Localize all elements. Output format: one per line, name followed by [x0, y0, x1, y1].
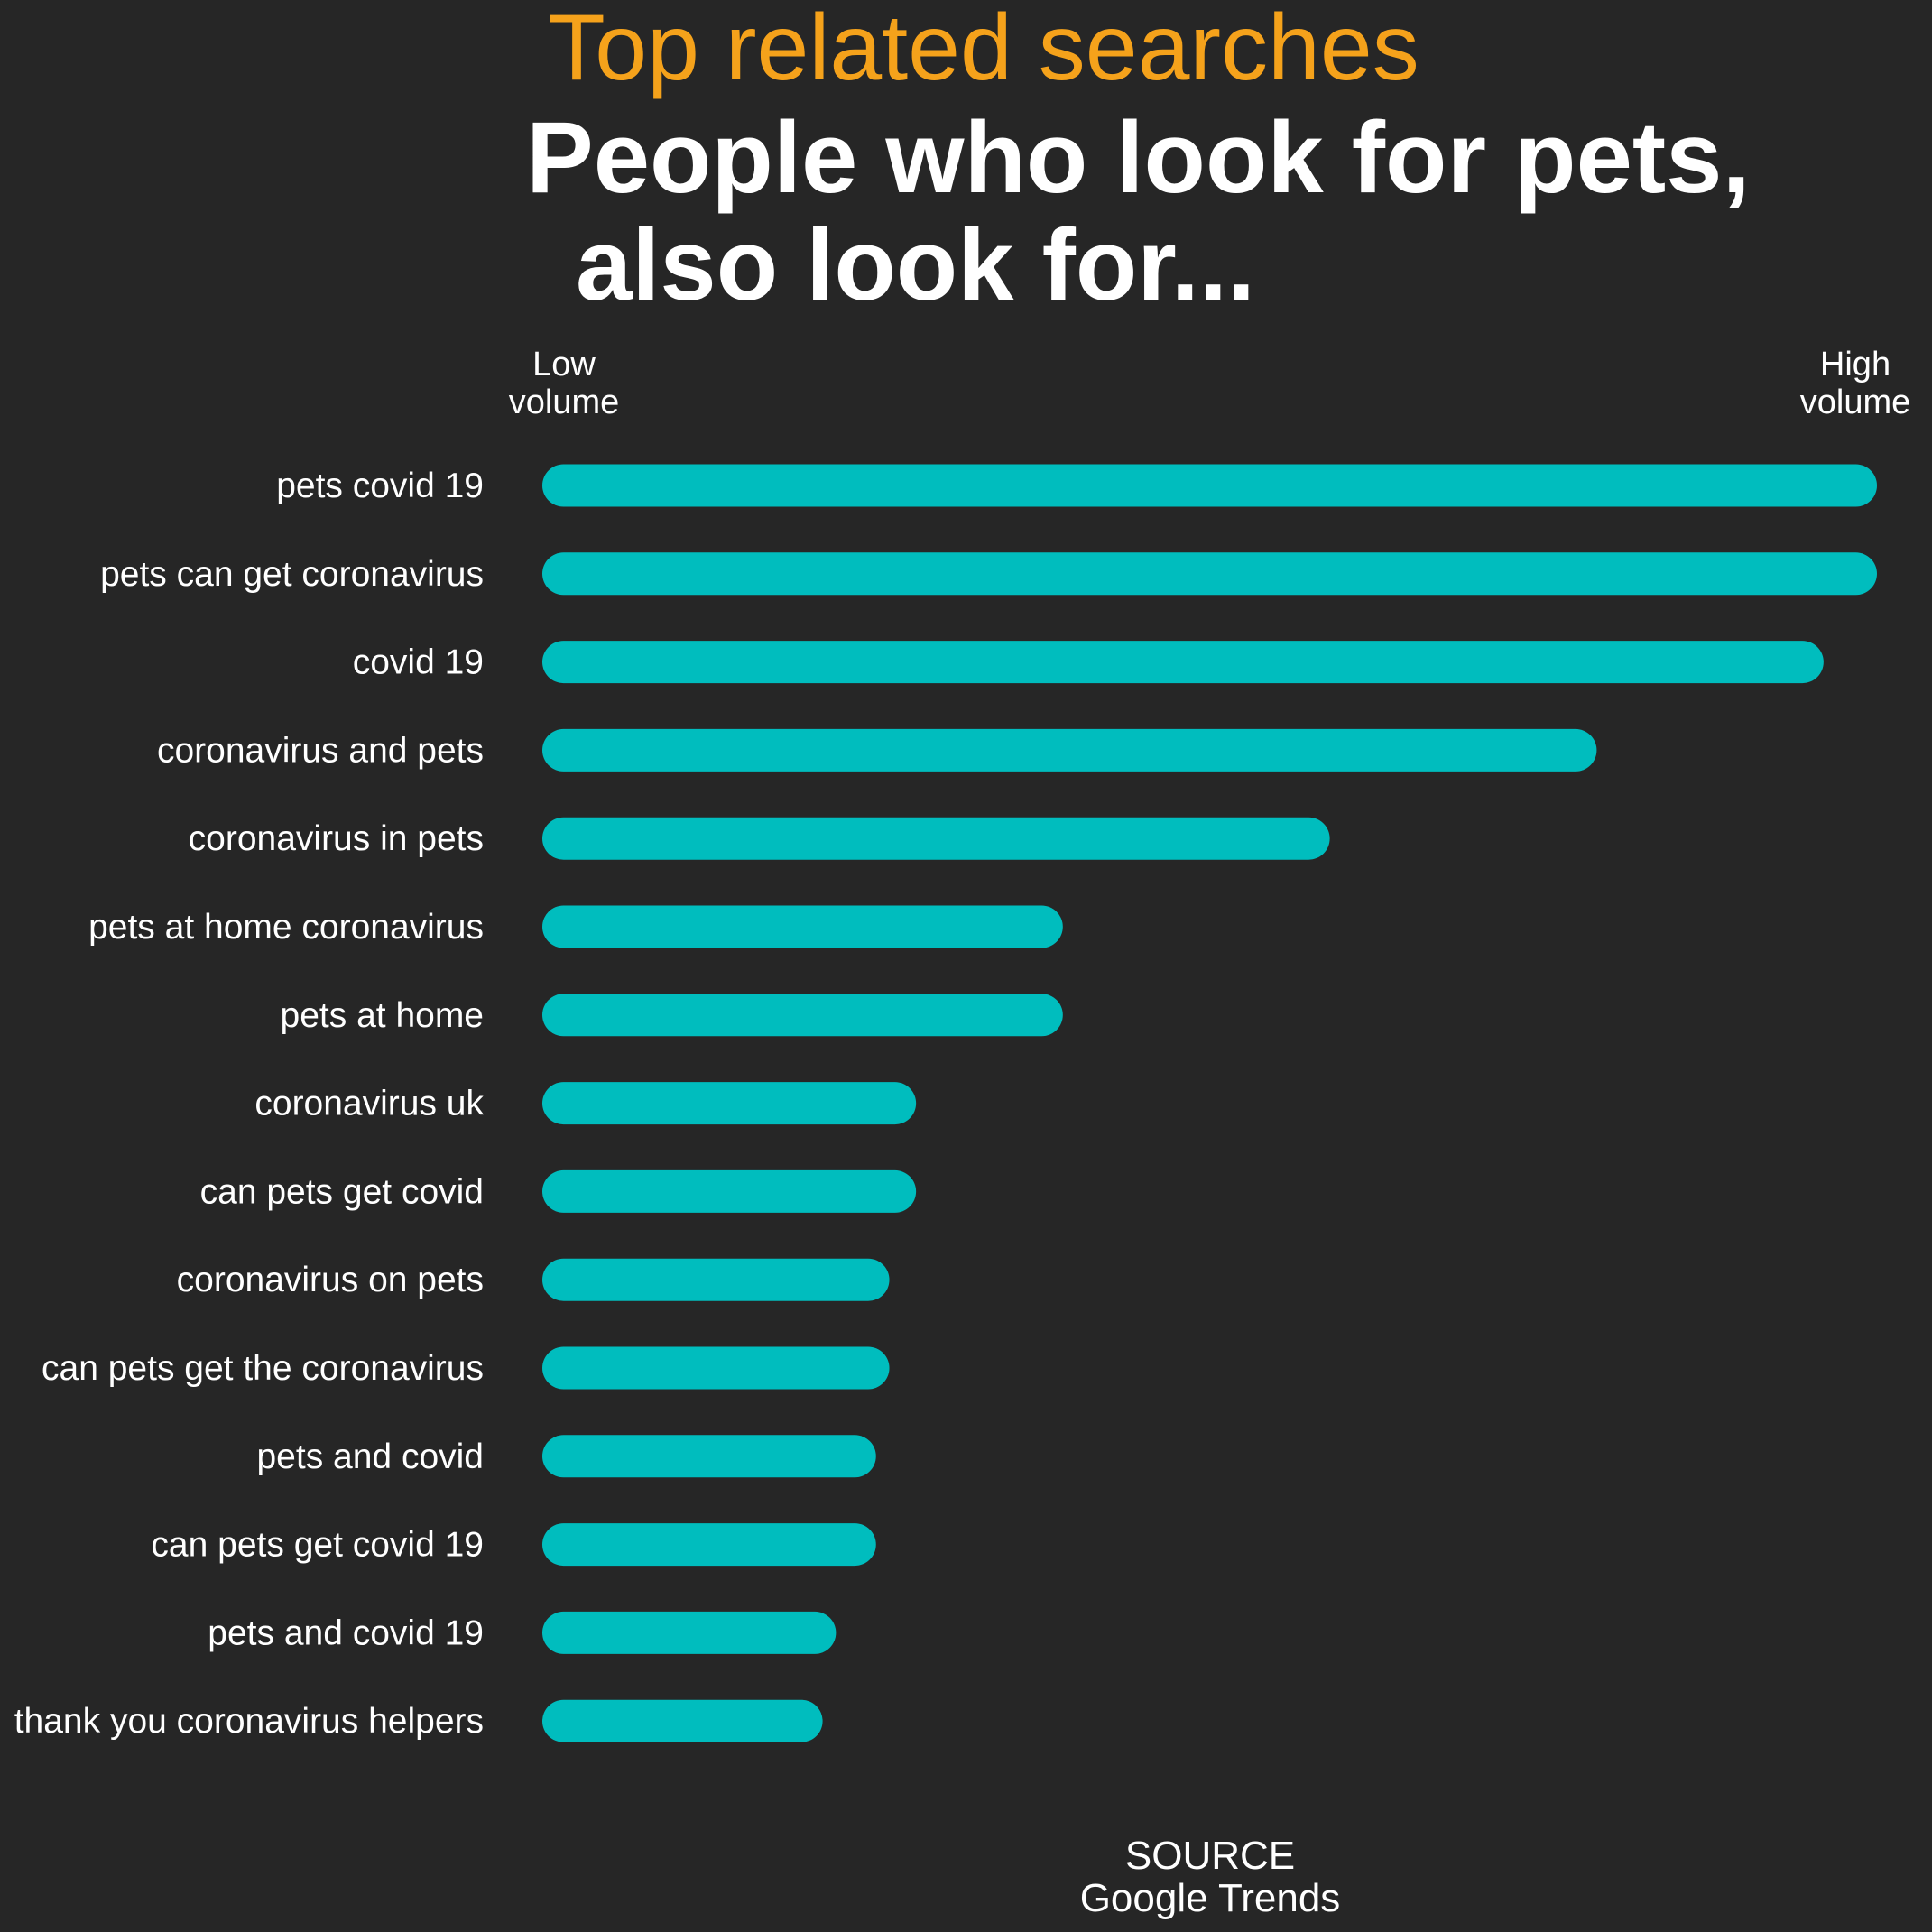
category-label: can pets get the coronavirus [42, 1349, 484, 1388]
bar [542, 728, 1597, 772]
category-label: coronavirus and pets [157, 731, 484, 770]
bar [542, 1523, 876, 1567]
category-labels-group: pets covid 19 pets can get coronavirus cov… [14, 467, 485, 1741]
category-label: coronavirus in pets [189, 819, 484, 858]
bar [542, 1082, 917, 1125]
bars-group [542, 464, 1877, 1742]
category-label: can pets get covid 19 [151, 1526, 484, 1565]
chart-headline-line1: People who look for pets, [526, 101, 1751, 214]
chart-kicker: Top related searches [548, 0, 1419, 100]
bar [542, 994, 1063, 1037]
bar [542, 1346, 890, 1390]
category-label: pets and covid 19 [208, 1613, 484, 1652]
bar [542, 1169, 917, 1213]
axis-high-line2: volume [1800, 384, 1911, 421]
category-label: pets covid 19 [276, 467, 484, 505]
category-label: pets and covid [256, 1437, 484, 1476]
axis-high-line1: High [1820, 346, 1890, 384]
bar [542, 817, 1330, 860]
category-label: pets at home coronavirus [88, 908, 484, 947]
category-label: thank you coronavirus helpers [14, 1702, 484, 1741]
category-label: coronavirus uk [254, 1085, 484, 1123]
bar [542, 1258, 890, 1301]
category-label: coronavirus on pets [177, 1261, 484, 1299]
category-label: covid 19 [353, 643, 484, 682]
source-label: SOURCE [1125, 1834, 1295, 1878]
bar [542, 641, 1824, 684]
bar [542, 1611, 837, 1654]
bar [542, 905, 1063, 948]
bar [542, 552, 1877, 596]
category-label: can pets get covid [200, 1172, 484, 1211]
bar [542, 464, 1877, 507]
category-label: pets at home [281, 996, 484, 1035]
bar [542, 1435, 876, 1478]
axis-low-line2: volume [509, 384, 620, 421]
axis-low-line1: Low [532, 346, 596, 384]
category-label: pets can get coronavirus [100, 555, 484, 594]
bar [542, 1699, 823, 1742]
source-name: Google Trends [1080, 1876, 1341, 1920]
chart-headline-line2: also look for... [576, 208, 1255, 321]
